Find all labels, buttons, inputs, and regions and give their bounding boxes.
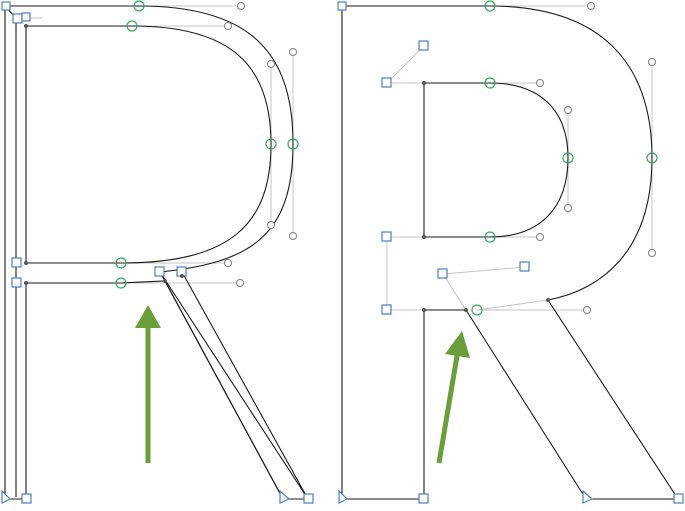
on-curve-point-icon[interactable] (133, 0, 145, 12)
on-curve-point-icon[interactable] (115, 277, 127, 289)
corner-point-icon[interactable] (418, 40, 429, 51)
on-curve-point-icon[interactable] (471, 304, 483, 316)
node-dot (24, 24, 28, 28)
triangle-start-icon[interactable] (582, 489, 594, 504)
corner-point-icon[interactable] (337, 1, 347, 11)
corner-point-icon[interactable] (12, 13, 23, 24)
off-curve-handle-icon (564, 204, 572, 212)
triangle-start-icon[interactable] (338, 489, 349, 504)
right-glyph-panel (337, 0, 684, 504)
left-glyph-panel (1, 0, 314, 504)
corner-point-icon[interactable] (11, 277, 22, 288)
corner-point-icon[interactable] (1, 1, 11, 11)
off-curve-handle-icon (536, 233, 544, 241)
node-dot (464, 308, 468, 312)
off-curve-handle-icon (648, 58, 656, 66)
node-dot (24, 281, 28, 285)
off-curve-handle-icon (237, 2, 245, 10)
corner-point-icon[interactable] (673, 493, 684, 504)
off-curve-handle-icon (224, 22, 232, 30)
node-dot (180, 274, 184, 278)
corner-point-icon[interactable] (418, 493, 429, 504)
corner-point-icon[interactable] (381, 304, 392, 315)
on-curve-point-icon[interactable] (484, 0, 496, 12)
corner-point-icon[interactable] (21, 493, 32, 504)
right-inner-contour (423, 82, 569, 238)
off-curve-handle-icon (648, 249, 656, 257)
left-outer-contour (4, 5, 310, 500)
on-curve-point-icon[interactable] (126, 20, 138, 32)
up-arrow-icon (436, 331, 470, 464)
right-handle-knobs (536, 2, 656, 314)
corner-point-icon[interactable] (381, 77, 392, 88)
off-curve-handle-icon (267, 60, 275, 68)
left-stem (5, 271, 309, 500)
corner-point-icon[interactable] (519, 261, 530, 272)
corner-point-icon[interactable] (437, 268, 448, 279)
right-corner-points (337, 1, 684, 504)
off-curve-handle-icon (267, 221, 275, 229)
off-curve-handle-icon (224, 259, 232, 267)
corner-point-icon[interactable] (303, 493, 314, 504)
corner-point-icon[interactable] (11, 257, 22, 268)
off-curve-handle-icon (289, 232, 297, 240)
node-dot (422, 81, 426, 85)
node-dot (422, 235, 426, 239)
triangle-start-icon[interactable] (279, 489, 291, 504)
on-curve-point-icon[interactable] (287, 138, 299, 150)
left-handle-knobs (224, 2, 297, 287)
left-corner-points (1, 1, 314, 504)
right-on-curve-points (471, 0, 658, 316)
left-inner-contour (25, 25, 272, 264)
off-curve-handle-icon (587, 2, 595, 10)
corner-point-icon[interactable] (381, 231, 392, 242)
corner-point-icon[interactable] (21, 12, 31, 22)
off-curve-handle-icon (536, 79, 544, 87)
corner-point-icon[interactable] (154, 266, 165, 277)
node-dot (422, 308, 426, 312)
node-dot (546, 298, 550, 302)
off-curve-handle-icon (583, 306, 591, 314)
on-curve-point-icon[interactable] (484, 77, 496, 89)
on-curve-point-icon[interactable] (115, 257, 127, 269)
up-arrow-icon (135, 305, 161, 463)
left-on-curve-points (115, 0, 299, 289)
off-curve-handle-icon (564, 106, 572, 114)
on-curve-point-icon[interactable] (484, 231, 496, 243)
on-curve-point-icon[interactable] (562, 152, 574, 164)
node-dot (24, 261, 28, 265)
left-stem-edge (4, 5, 17, 497)
on-curve-point-icon[interactable] (646, 152, 658, 164)
off-curve-handle-icon (236, 279, 244, 287)
on-curve-point-icon[interactable] (265, 138, 277, 150)
right-outer-contour (341, 5, 680, 500)
triangle-start-icon[interactable] (1, 489, 12, 504)
node-dot (163, 279, 167, 283)
left-handle-lines (26, 5, 294, 284)
off-curve-handle-icon (289, 48, 297, 56)
